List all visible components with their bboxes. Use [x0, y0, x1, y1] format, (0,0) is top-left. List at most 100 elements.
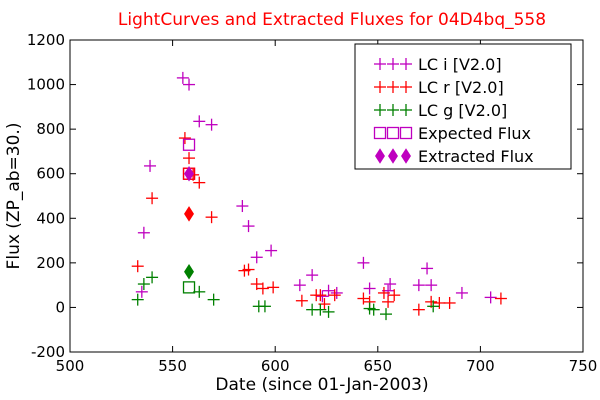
legend-marker-0-1 — [387, 58, 399, 70]
x-tick-label-0: 500 — [56, 357, 85, 375]
y-tick-label-6: 1000 — [27, 76, 65, 94]
chart-title: LightCurves and Extracted Fluxes for 04D… — [118, 10, 546, 30]
plot-frame — [69, 39, 584, 353]
x-tick-label-2: 600 — [261, 357, 290, 375]
data-point-1-22 — [412, 303, 425, 316]
data-point-2-0 — [131, 293, 144, 306]
legend-marker-3-2 — [399, 126, 413, 140]
legend-marker-1-1 — [387, 81, 399, 93]
y-tick-label-0: -200 — [31, 343, 65, 361]
data-point-3-0 — [182, 138, 196, 151]
data-point-1-11 — [267, 281, 280, 294]
data-point-1-10 — [256, 282, 269, 295]
data-point-2-3 — [193, 285, 206, 298]
data-point-0-12 — [306, 269, 319, 282]
x-tick-label-4: 700 — [466, 357, 495, 375]
y-tick-label-4: 600 — [36, 165, 65, 183]
data-point-4-0 — [182, 281, 196, 294]
data-point-2-4 — [207, 293, 220, 306]
y-axis-label: Flux (ZP_ab=30.) — [4, 123, 24, 270]
data-point-1-16 — [328, 289, 341, 302]
data-point-1-2 — [178, 132, 191, 145]
y-tick-label-2: 200 — [36, 254, 65, 272]
data-point-2-1 — [137, 278, 150, 291]
data-point-1-21 — [388, 289, 401, 302]
data-point-2-2 — [146, 271, 159, 284]
data-point-1-20 — [382, 295, 395, 308]
plot-area: 500 550 600 650 700 750 -200 0 200 400 600 800 1000 1… — [27, 31, 598, 375]
data-point-0-14 — [322, 284, 335, 297]
data-point-6-0 — [184, 165, 194, 182]
legend-entry-2: LC g [V2.0] — [418, 101, 507, 120]
data-point-0-3 — [176, 71, 189, 84]
data-point-0-24 — [484, 291, 497, 304]
data-point-0-13 — [316, 290, 329, 303]
x-tick-label-1: 550 — [158, 357, 187, 375]
data-point-0-2 — [144, 159, 157, 172]
data-point-0-1 — [137, 226, 150, 239]
data-point-1-26 — [494, 292, 507, 305]
data-point-0-4 — [183, 78, 196, 91]
data-point-0-5 — [193, 115, 206, 128]
legend-entry-1: LC r [V2.0] — [418, 78, 504, 97]
legend-marker-2-2 — [400, 104, 412, 116]
y-tick-label-5: 800 — [36, 120, 65, 138]
data-point-0-19 — [384, 278, 397, 291]
data-point-1-24 — [433, 296, 446, 309]
data-point-1-3 — [183, 152, 196, 165]
legend-marker-4-0 — [375, 148, 385, 164]
data-point-0-15 — [330, 286, 343, 299]
legend-marker-4-1 — [388, 148, 398, 164]
data-point-1-1 — [146, 192, 159, 205]
data-point-1-12 — [295, 294, 308, 307]
legend-marker-1-0 — [374, 81, 386, 93]
data-point-0-20 — [412, 279, 425, 292]
data-point-0-16 — [357, 256, 370, 269]
data-point-1-17 — [357, 292, 370, 305]
legend-box — [354, 43, 572, 170]
legend-entry-4: Extracted Flux — [418, 147, 534, 166]
legend: LC i [V2.0] LC r [V2.0] LC g [V2.0] Expecte… — [354, 43, 572, 170]
legend-marker-1-2 — [400, 81, 412, 93]
data-point-2-8 — [314, 303, 327, 316]
data-point-2-9 — [322, 305, 335, 318]
x-tick-label-3: 650 — [363, 357, 392, 375]
data-point-1-0 — [131, 260, 144, 273]
legend-marker-2-0 — [374, 104, 386, 116]
data-point-1-8 — [242, 263, 255, 276]
data-point-2-13 — [427, 300, 440, 313]
data-point-2-12 — [380, 308, 393, 321]
data-point-2-11 — [367, 303, 380, 316]
data-point-0-10 — [265, 244, 278, 257]
legend-marker-2-1 — [387, 104, 399, 116]
x-axis-label: Date (since 01-Jan-2003) — [215, 375, 428, 395]
legend-marker-4-2 — [401, 148, 411, 164]
data-point-2-6 — [258, 300, 271, 313]
data-point-0-7 — [236, 200, 249, 213]
data-point-0-17 — [363, 282, 376, 295]
legend-entry-0: LC i [V2.0] — [418, 55, 502, 74]
legend-marker-3-0 — [373, 126, 387, 140]
data-point-0-21 — [421, 262, 434, 275]
data-point-1-6 — [205, 211, 218, 224]
data-point-1-19 — [377, 286, 390, 299]
y-tick-label-1: 0 — [55, 298, 65, 316]
data-point-8-0 — [184, 264, 194, 280]
legend-entry-3: Expected Flux — [418, 124, 531, 143]
data-point-1-9 — [250, 278, 263, 291]
data-point-7-0 — [184, 206, 194, 222]
x-tick-label-5: 750 — [569, 357, 598, 375]
data-point-0-22 — [425, 279, 438, 292]
data-point-1-14 — [314, 289, 327, 302]
data-point-0-0 — [135, 285, 148, 298]
legend-marker-0-0 — [374, 58, 386, 70]
y-tick-label-7: 1200 — [27, 31, 65, 49]
data-point-1-5 — [193, 176, 206, 189]
data-point-1-25 — [443, 296, 456, 309]
data-point-0-11 — [293, 279, 306, 292]
data-point-0-9 — [250, 251, 263, 264]
legend-marker-3-1 — [386, 126, 400, 140]
data-point-0-6 — [205, 118, 218, 131]
legend-marker-0-2 — [400, 58, 412, 70]
